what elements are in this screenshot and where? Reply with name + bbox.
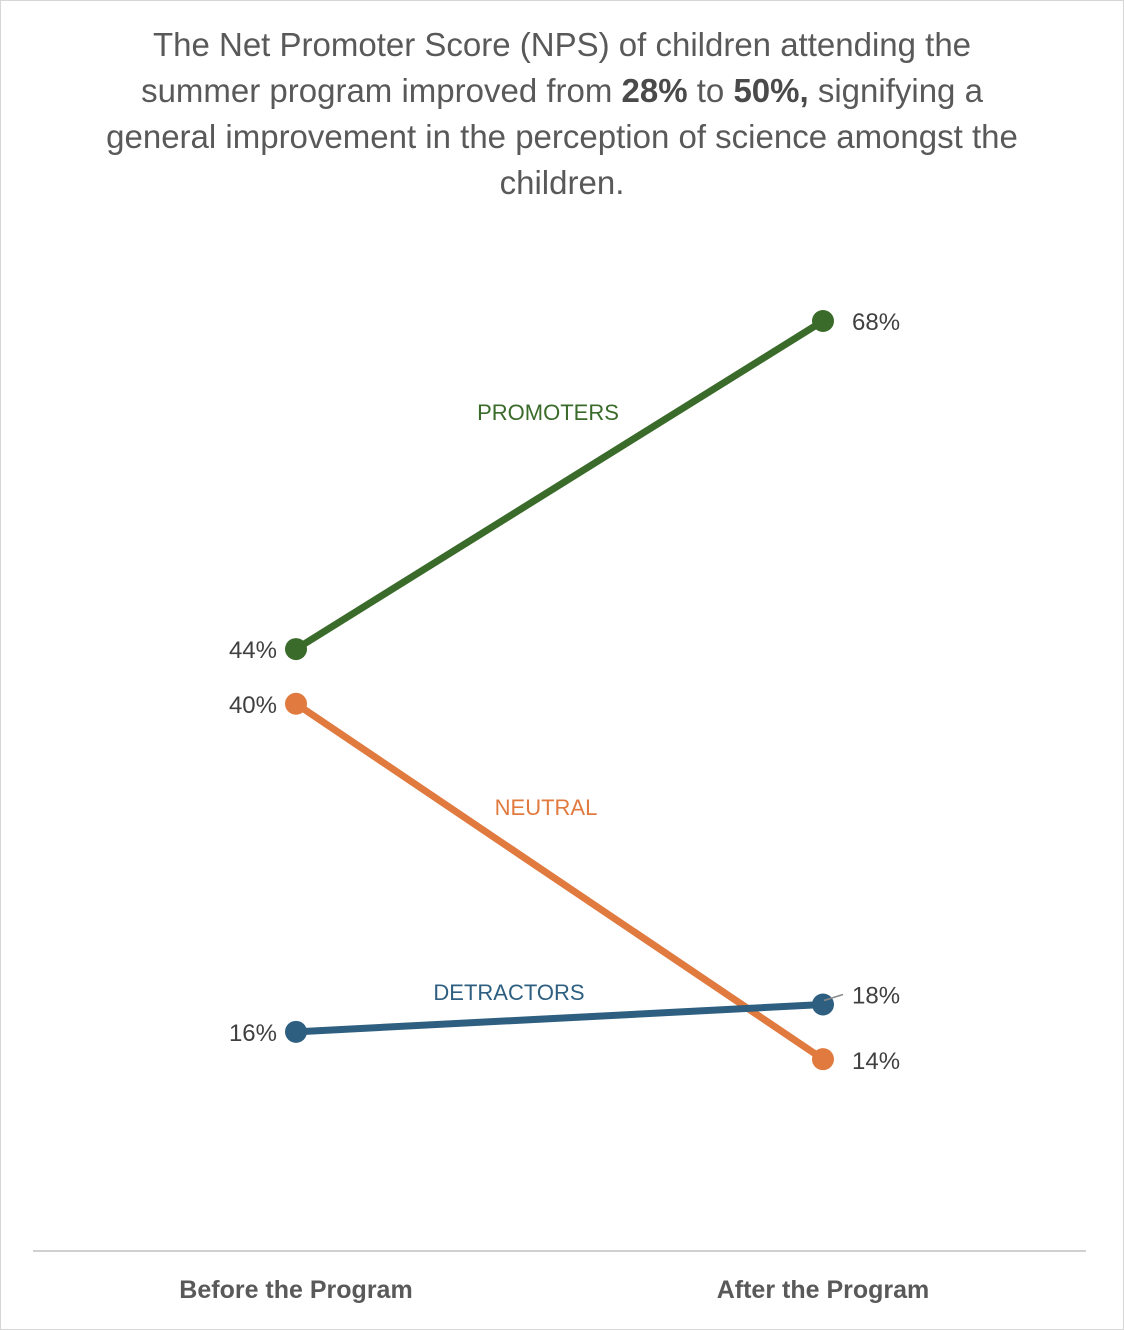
promoters-series-label: PROMOTERS bbox=[477, 400, 619, 425]
detractors-value-label-before: 16% bbox=[229, 1020, 277, 1047]
title-text-1: The Net Promoter Score (NPS) of children… bbox=[141, 26, 972, 109]
title-text-2: to bbox=[687, 72, 734, 109]
promoters-value-label-after: 68% bbox=[852, 309, 900, 336]
title-text-3: signifying a general improvement in the … bbox=[106, 72, 1018, 201]
chart-title: The Net Promoter Score (NPS) of children… bbox=[90, 22, 1034, 206]
promoters-point-before bbox=[285, 638, 307, 661]
detractors-series-label: DETRACTORS bbox=[433, 980, 584, 1005]
detractors-line bbox=[292, 1001, 827, 1036]
neutral-point-after bbox=[812, 1048, 834, 1071]
promoters-value-label-before: 44% bbox=[229, 637, 277, 664]
neutral-series-label: NEUTRAL bbox=[495, 795, 598, 820]
title-bold-end-nps: 50%, bbox=[733, 72, 809, 109]
neutral-value-label-after: 14% bbox=[852, 1048, 900, 1075]
neutral-value-label-before: 40% bbox=[229, 692, 277, 719]
x-axis-label: Before the Program bbox=[179, 1276, 412, 1304]
x-axis-label: After the Program bbox=[717, 1276, 930, 1304]
neutral-point-before bbox=[285, 692, 307, 715]
neutral-line bbox=[292, 700, 827, 1063]
promoters-line bbox=[292, 317, 827, 653]
title-bold-start-nps: 28% bbox=[621, 72, 688, 109]
detractors-point-before bbox=[285, 1020, 307, 1043]
detractors-point-after bbox=[812, 993, 834, 1016]
detractors-value-label-after: 18% bbox=[852, 983, 900, 1010]
detractors-leader-line bbox=[823, 993, 844, 1002]
promoters-point-after bbox=[812, 310, 834, 332]
